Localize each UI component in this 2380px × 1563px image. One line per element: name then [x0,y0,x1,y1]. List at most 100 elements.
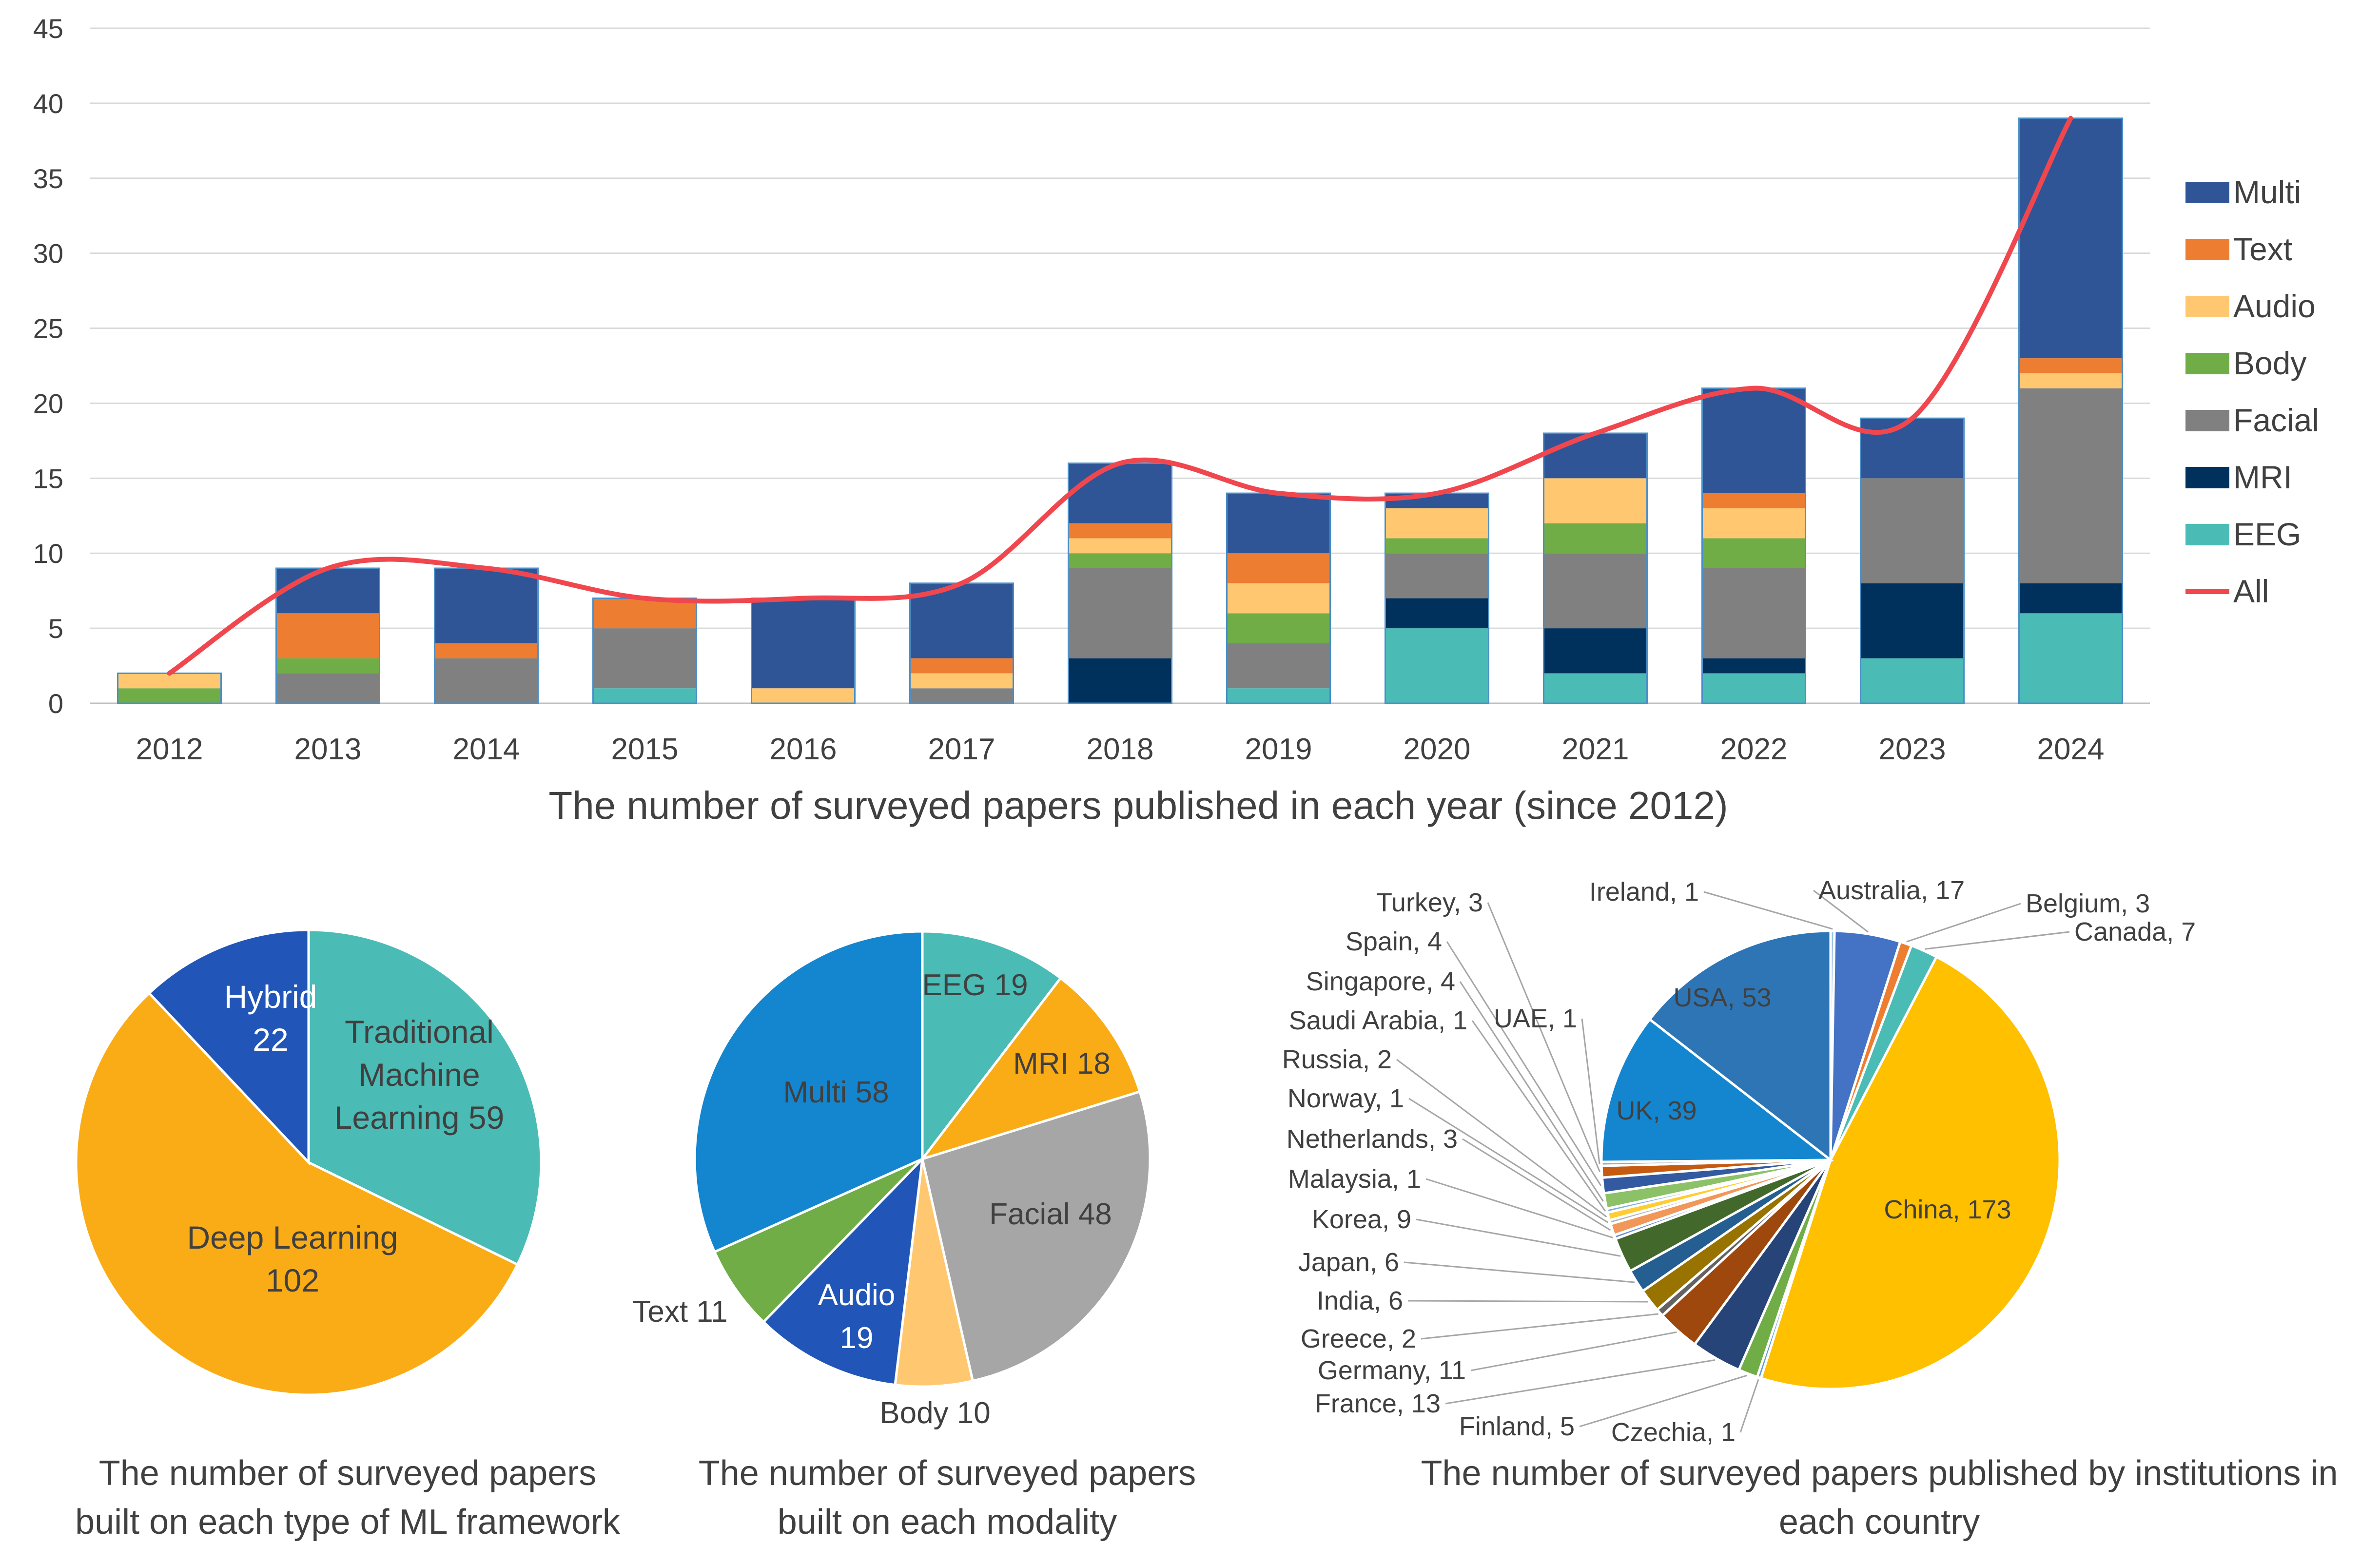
slice-label: Body 10 [879,1396,991,1430]
leader-line [1425,1178,1614,1238]
chart-title-line: The number of surveyed papers [99,1454,597,1493]
slice-label: Facial 48 [989,1197,1112,1231]
x-tick-label: 2021 [1562,733,1629,766]
legend-label: Audio [2233,288,2316,324]
slice-label: Deep Learning [187,1219,398,1255]
y-tick-label: 30 [33,238,63,269]
pie-chart-ml-framework: Traditional Machine Learning 59 Deep Learni… [75,928,621,1542]
legend-swatch [2185,353,2229,374]
bar-segment-body [1068,553,1172,568]
y-tick-label: 0 [48,688,63,719]
bar-segment-mri [1385,598,1489,629]
x-tick-label: 2017 [928,733,995,766]
legend-item-eeg: EEG [2185,516,2301,552]
pie-slice [75,991,519,1396]
pie-slice [1759,955,2061,1390]
slice-label: 102 [266,1262,319,1298]
slice-label: 19 [840,1321,874,1355]
y-tick-label: 20 [33,388,63,419]
legend-label: Text [2233,231,2292,267]
slice-label: Netherlands, 3 [1287,1124,1458,1154]
chart-title-line: built on each modality [778,1503,1117,1542]
y-tick-label: 35 [33,163,63,194]
slice-label: Australia, 17 [1818,876,1965,905]
slice-label: 22 [253,1022,288,1058]
legend-item-text: Text [2185,231,2292,267]
pie-slice [693,930,924,1254]
legend-item-audio: Audio [2185,288,2316,324]
x-tick-label: 2013 [294,733,362,766]
stacked-bar-chart: 0 5 10 15 20 25 30 35 40 45 2012 2013 2014 2015 2016 20… [33,13,2319,827]
leader-line [1407,1300,1648,1303]
bar-segment-body [1385,538,1489,554]
bar-segment-facial [593,628,697,689]
slice-label: Audio [818,1278,896,1312]
slice-label: Greece, 2 [1301,1324,1416,1353]
bar-segment-multi [751,598,855,689]
chart-title-line: each country [1779,1503,1980,1542]
slice-label: Germany, 11 [1318,1356,1466,1385]
y-tick-label: 15 [33,463,63,494]
pie-chart-modality: EEG 19 MRI 18 Facial 48 Body 10 Audio 19 Text … [632,930,1196,1542]
leader-line [1703,891,1833,930]
legend-item-facial: Facial [2185,402,2319,438]
chart-title: The number of surveyed papers published … [548,784,1728,827]
leader-line [1579,1374,1748,1428]
pie-slice [761,1155,924,1387]
leader-line [1739,1379,1759,1433]
bar-segment-text [910,658,1014,674]
bar-segment-body [117,688,221,703]
bar-segment-audio [1702,508,1806,539]
pie-slice [894,1158,975,1388]
x-tick-label: 2018 [1087,733,1154,766]
bar-segment-multi [1227,493,1330,554]
bar-segment-audio [1543,478,1647,523]
bar-segment-audio [117,673,221,689]
bar-segment-multi [434,568,538,643]
bar-segment-eeg [1227,688,1330,703]
slice-label: Czechia, 1 [1611,1418,1736,1447]
slice-label: Saudi Arabia, 1 [1289,1006,1467,1035]
bar-segment-facial [1385,553,1489,598]
bar-segment-multi [2019,118,2123,359]
bar-segment-body [276,658,380,674]
leader-line [1906,903,2021,943]
pie-slice [921,930,1063,1163]
slice-label: China, 173 [1884,1195,2011,1224]
slice-label: Machine [358,1057,480,1093]
pie-slice [921,1090,1151,1383]
pie-slice [919,976,1142,1161]
x-tick-label: 2019 [1245,733,1312,766]
slice-label: Singapore, 4 [1306,967,1455,996]
x-tick-label: 2023 [1879,733,1946,766]
legend-label: MRI [2233,459,2292,495]
bar-segment-audio [751,688,855,703]
slice-label: USA, 53 [1673,983,1771,1012]
x-tick-label: 2015 [611,733,679,766]
y-tick-label: 10 [33,538,63,569]
pie-slice [1648,929,1832,1163]
legend-label: Body [2233,345,2306,381]
bar-segment-body [1702,538,1806,568]
leader-line [1445,1359,1716,1405]
bar-segment-facial [1068,568,1172,658]
leader-line [1462,1138,1611,1231]
pie-slice [147,928,310,1166]
slice-label: Multi 58 [783,1076,889,1109]
pie-slice [307,928,543,1266]
legend-label: All [2233,573,2269,609]
slice-label: Japan, 6 [1298,1248,1399,1277]
bar-segment-facial [1860,478,1964,583]
bar-segment-multi [1860,418,1964,479]
bar-segment-audio [910,673,1014,689]
bar-segment-mri [2019,583,2123,614]
legend-swatch [2185,296,2229,317]
chart-title-line: The number of surveyed papers published … [1421,1454,2338,1493]
bar-segment-audio [1385,508,1489,539]
leader-line [1396,1059,1607,1217]
bar-segment-facial [276,673,380,703]
legend-item-all: All [2185,573,2269,609]
leader-line [1925,931,2070,950]
legend-label: EEG [2233,516,2301,552]
